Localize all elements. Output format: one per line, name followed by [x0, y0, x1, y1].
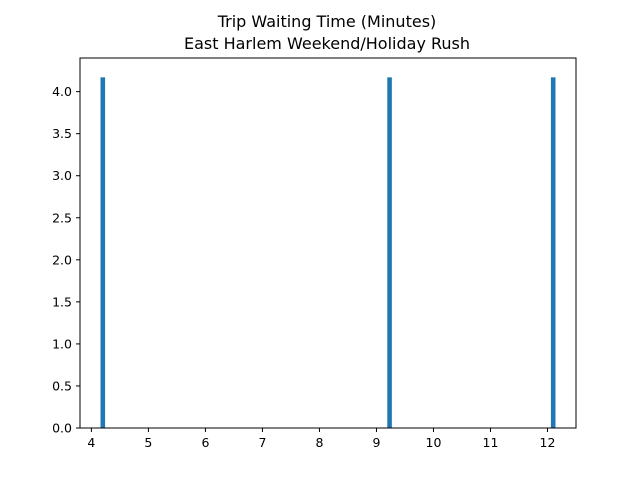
x-tick-label: 10: [426, 435, 442, 450]
y-tick-label: 4.0: [52, 84, 72, 99]
chart-title: Trip Waiting Time (Minutes): [217, 12, 437, 31]
x-tick-label: 5: [144, 435, 152, 450]
x-tick-label: 12: [540, 435, 556, 450]
x-tick-label: 7: [258, 435, 266, 450]
plot-frame: [79, 57, 577, 429]
x-tick-label: 11: [483, 435, 499, 450]
y-tick-label: 2.5: [52, 210, 72, 225]
bars-layer: [100, 77, 556, 428]
x-tick-label: 4: [87, 435, 95, 450]
x-tick-label: 8: [315, 435, 323, 450]
histogram-bar: [100, 77, 106, 428]
histogram-bar: [387, 77, 392, 428]
y-tick-label: 1.0: [52, 336, 72, 351]
histogram-bar: [550, 77, 556, 428]
chart-subtitle: East Harlem Weekend/Holiday Rush: [184, 34, 470, 53]
y-tick-label: 0.5: [52, 378, 72, 393]
y-tick-label: 3.5: [52, 126, 72, 141]
x-tick-label: 9: [372, 435, 380, 450]
y-tick-label: 1.5: [52, 294, 72, 309]
x-tick-label: 6: [201, 435, 209, 450]
y-tick-label: 0.0: [52, 421, 72, 436]
axes-layer: 4 5 6 7 8 9 10 11 12 0.0 0.5 1.0 1.5 2.0 2.5 3.0 3.5 4.0: [52, 57, 577, 450]
y-tick-label: 2.0: [52, 252, 72, 267]
y-tick-label: 3.0: [52, 168, 72, 183]
